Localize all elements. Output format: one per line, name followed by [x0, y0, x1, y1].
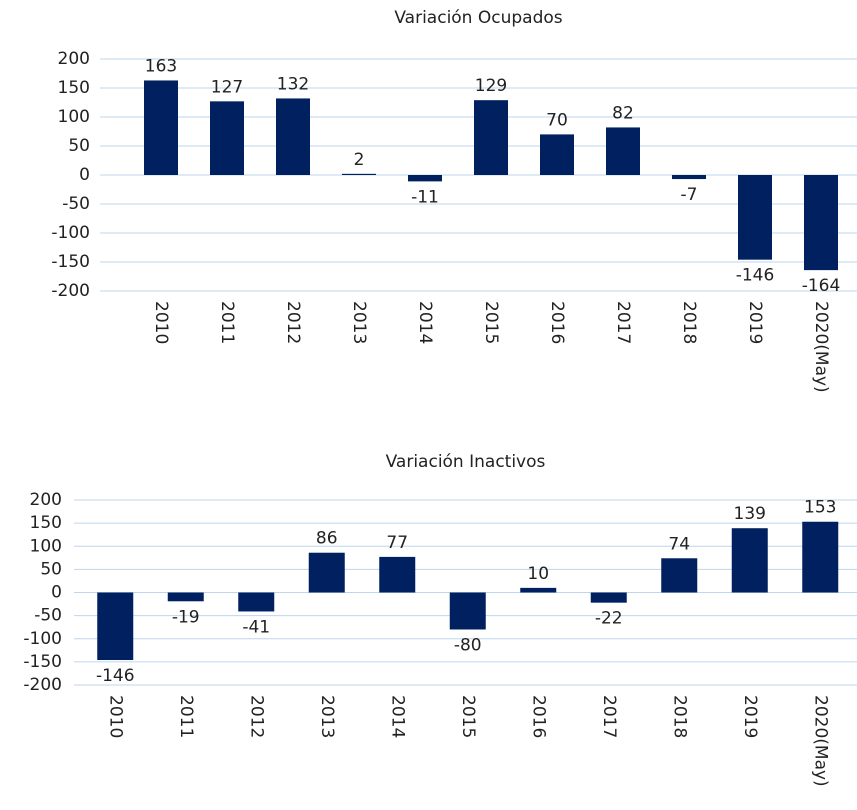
- y-tick-label: 50: [40, 559, 62, 579]
- bar: [408, 175, 442, 182]
- y-tick-label: 100: [30, 536, 62, 556]
- y-tick-label: -50: [62, 194, 90, 214]
- x-tick-label: 2015: [458, 695, 478, 738]
- y-tick-label: -200: [23, 675, 62, 695]
- value-label: 70: [546, 110, 568, 130]
- bar: [308, 552, 345, 593]
- y-tick-label: 50: [68, 136, 90, 156]
- bar: [167, 592, 204, 602]
- x-tick-label: 2013: [317, 695, 337, 738]
- value-label: -164: [802, 276, 841, 296]
- value-label: -41: [242, 617, 270, 637]
- bar: [802, 521, 839, 593]
- value-label: -146: [96, 666, 135, 686]
- x-tick-label: 2018: [669, 695, 689, 738]
- x-tick-label: 2017: [613, 301, 633, 344]
- x-tick-label: 2016: [528, 695, 548, 738]
- x-tick-label: 2011: [217, 301, 237, 344]
- value-label: 163: [145, 56, 177, 76]
- x-tick-label: 2010: [105, 695, 125, 738]
- value-label: 127: [211, 77, 243, 97]
- chart-title: Variación Ocupados: [394, 8, 562, 28]
- value-label: 77: [386, 533, 408, 553]
- x-tick-label: 2011: [176, 695, 196, 738]
- bar: [590, 592, 627, 603]
- x-tick-label: 2019: [745, 301, 765, 344]
- value-label: 2: [354, 150, 365, 170]
- value-label: 139: [734, 504, 766, 524]
- y-tick-label: -50: [34, 606, 62, 626]
- value-label: -11: [411, 187, 439, 207]
- value-label: -80: [454, 636, 482, 656]
- bar: [449, 592, 486, 630]
- x-tick-label: 2015: [481, 301, 501, 344]
- x-tick-label: 2016: [547, 301, 567, 344]
- bar: [379, 556, 416, 593]
- x-tick-label: 2020(May): [811, 301, 831, 393]
- y-tick-label: 100: [58, 107, 90, 127]
- bar: [731, 528, 768, 593]
- chart-title: Variación Inactivos: [386, 452, 546, 472]
- x-tick-label: 2019: [740, 695, 760, 738]
- bar: [144, 80, 178, 175]
- bar: [474, 100, 508, 175]
- y-tick-label: 200: [58, 49, 90, 69]
- bar: [661, 558, 698, 593]
- y-tick-label: 150: [58, 78, 90, 98]
- value-label: -19: [172, 607, 200, 627]
- bar: [520, 587, 557, 593]
- value-label: 153: [804, 498, 836, 518]
- bar: [738, 175, 772, 260]
- y-tick-label: 0: [51, 583, 62, 603]
- bar: [276, 98, 310, 175]
- x-tick-label: 2010: [151, 301, 171, 344]
- x-tick-label: 2012: [246, 695, 266, 738]
- x-tick-label: 2017: [599, 695, 619, 738]
- value-label: 132: [277, 74, 309, 94]
- y-tick-label: -150: [23, 652, 62, 672]
- y-tick-label: -200: [51, 281, 90, 301]
- x-tick-label: 2014: [415, 301, 435, 344]
- bar: [238, 592, 275, 612]
- value-label: -7: [681, 185, 698, 205]
- y-tick-label: 200: [30, 490, 62, 510]
- value-label: 82: [612, 103, 634, 123]
- bar: [804, 175, 838, 271]
- y-tick-label: 0: [79, 165, 90, 185]
- value-label: 86: [316, 529, 338, 549]
- y-tick-label: -150: [51, 252, 90, 272]
- x-tick-label: 2013: [349, 301, 369, 344]
- bar: [606, 127, 640, 175]
- y-tick-label: -100: [23, 629, 62, 649]
- value-label: 10: [527, 564, 549, 584]
- x-tick-label: 2012: [283, 301, 303, 344]
- bar: [210, 101, 244, 175]
- bar: [540, 134, 574, 175]
- value-label: -22: [595, 609, 623, 629]
- x-tick-label: 2020(May): [810, 695, 830, 787]
- bar: [672, 175, 706, 180]
- bar: [342, 173, 376, 175]
- y-tick-label: 150: [30, 513, 62, 533]
- y-tick-label: -100: [51, 223, 90, 243]
- value-label: 74: [668, 534, 690, 554]
- x-tick-label: 2014: [387, 695, 407, 738]
- x-tick-label: 2018: [679, 301, 699, 344]
- value-label: 129: [475, 76, 507, 96]
- value-label: -146: [736, 266, 775, 286]
- bar: [97, 592, 134, 661]
